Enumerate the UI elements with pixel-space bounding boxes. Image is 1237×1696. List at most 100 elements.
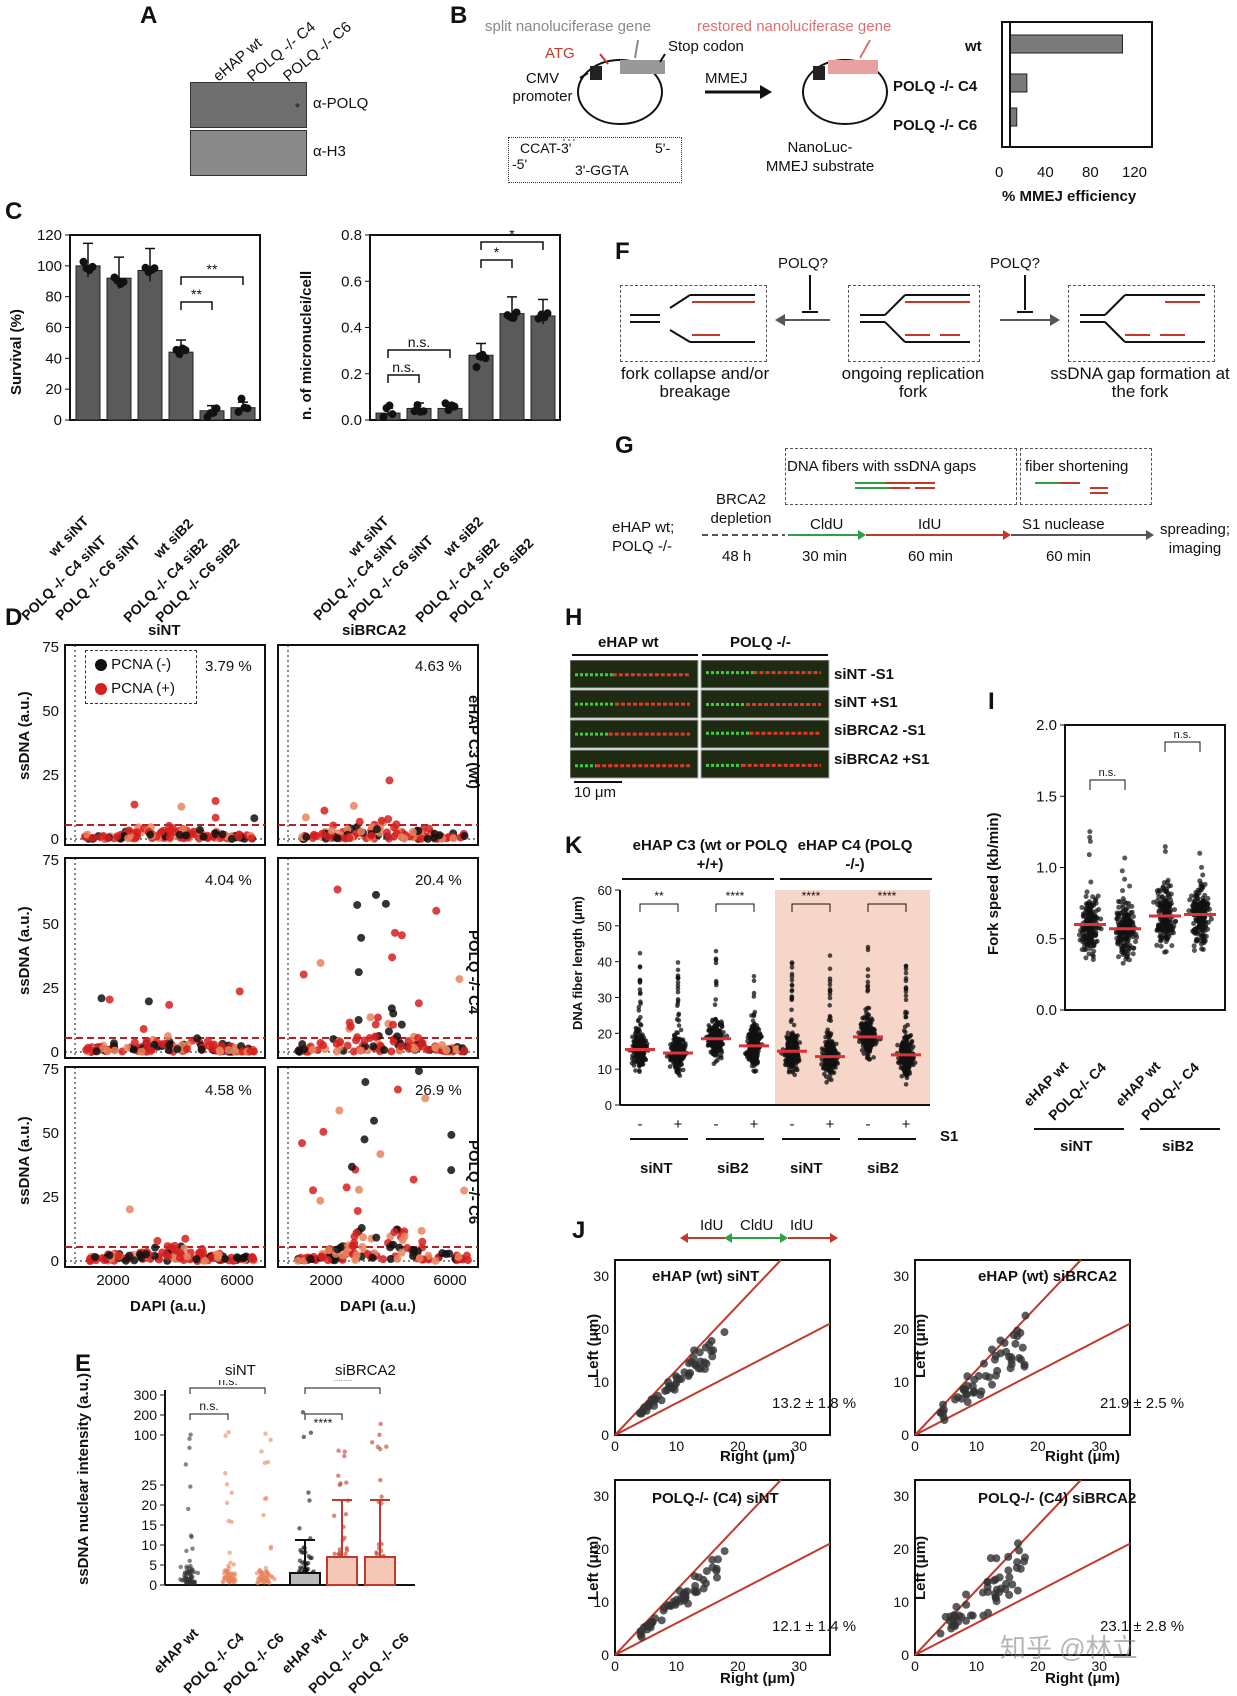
- mmej-bar: [1009, 107, 1018, 127]
- data-point: [1163, 949, 1169, 955]
- scatter-point: [936, 1629, 945, 1638]
- j-xlabel: Right (μm): [720, 1448, 795, 1465]
- data-point: [377, 1446, 383, 1452]
- cmv-promoter-label: CMV promoter: [512, 70, 573, 105]
- data-point: [259, 1576, 264, 1582]
- significance-label: n.s.: [1099, 767, 1117, 779]
- data-point: [187, 1565, 192, 1571]
- scatter-point: [1020, 1557, 1029, 1566]
- scatter-point: [387, 1047, 396, 1056]
- data-point: [1079, 930, 1085, 936]
- data-point: [268, 1544, 274, 1550]
- x-tick-label: 6000: [433, 1272, 466, 1289]
- significance-bracket: [639, 903, 679, 912]
- scatter-point: [311, 831, 320, 840]
- significance-label: n.s.: [199, 1399, 218, 1413]
- scatter-point: [333, 834, 342, 843]
- scatter-point: [421, 1094, 430, 1103]
- data-point: [188, 1533, 194, 1538]
- scatter-point: [164, 1252, 173, 1261]
- scatter-point: [197, 1045, 206, 1054]
- k-group: siB2: [867, 1160, 899, 1177]
- data-point: [637, 979, 643, 984]
- data-point: [751, 990, 757, 996]
- scatter-point: [689, 1353, 698, 1362]
- scatter-point: [950, 1622, 959, 1631]
- data-point: [344, 1548, 350, 1553]
- data-point: [1202, 881, 1208, 887]
- data-point: [711, 1061, 717, 1067]
- j-xlabel: Right (μm): [720, 1670, 795, 1687]
- data-point: [751, 1027, 756, 1032]
- scatter-point: [1004, 1566, 1013, 1575]
- data-point: [1197, 878, 1203, 884]
- data-point: [1129, 909, 1135, 915]
- ratio-line-lower: [614, 1542, 831, 1656]
- x-tick-label: 10: [669, 1438, 685, 1454]
- data-point: [1199, 946, 1205, 952]
- mmej-label: MMEJ: [705, 70, 748, 87]
- significance-bracket: [1089, 779, 1126, 790]
- data-point: [1088, 879, 1094, 885]
- data-point: [865, 947, 871, 953]
- x-tick-label: 30: [1091, 1438, 1107, 1454]
- panel-g-letter: G: [615, 432, 634, 459]
- y-tick-label: 0: [51, 831, 59, 848]
- data-point: [1205, 896, 1211, 902]
- scatter-point: [408, 827, 417, 836]
- data-point: [674, 1042, 680, 1048]
- western-blot-polq: [190, 82, 307, 128]
- data-point: [637, 950, 643, 956]
- scatter-point: [182, 831, 191, 840]
- data-point: [1113, 929, 1119, 935]
- data-point: [1154, 928, 1160, 934]
- k-ylabel: DNA fiber length (μm): [570, 896, 585, 1030]
- y-tick-label: 15: [141, 1517, 157, 1533]
- data-point: [1159, 926, 1165, 932]
- data-point: [751, 978, 757, 984]
- ongoing-fork-box: [848, 285, 980, 362]
- scatter-point: [97, 994, 106, 1003]
- y-tick-label: 1.0: [1036, 860, 1057, 877]
- scatter-point: [103, 1046, 112, 1055]
- data-point: [830, 1041, 835, 1047]
- ssdna-gap-box: [1068, 285, 1215, 362]
- data-point: [119, 277, 128, 286]
- scatter-point: [438, 1041, 447, 1050]
- x-tick-label: 10: [969, 1658, 985, 1674]
- scatter-point: [92, 1047, 101, 1056]
- y-tick-label: 20: [45, 381, 62, 398]
- scatter-point: [397, 1248, 406, 1257]
- scatter-point: [338, 1251, 347, 1260]
- x-tick-label: 20: [730, 1438, 746, 1454]
- data-point: [1116, 904, 1122, 910]
- x-tick-label: 0: [911, 1438, 919, 1454]
- data-point: [667, 1064, 673, 1069]
- data-point: [829, 1051, 834, 1057]
- data-point: [751, 1068, 756, 1074]
- data-point: [150, 264, 159, 273]
- scatter-point: [974, 1372, 983, 1381]
- data-point: [1083, 932, 1089, 938]
- scatter-point: [177, 802, 186, 811]
- scatter-point: [1002, 1347, 1011, 1356]
- scatter-point: [355, 817, 364, 826]
- panel-f-letter: F: [615, 238, 630, 265]
- scatter-point: [192, 1255, 201, 1264]
- scatter-point: [157, 1040, 166, 1049]
- y-tick-label: 100: [134, 1427, 158, 1443]
- data-point: [788, 1019, 794, 1025]
- data-point: [1093, 939, 1099, 945]
- i-group: siB2: [1162, 1138, 1194, 1155]
- scatter-point: [129, 1045, 138, 1054]
- data-point: [259, 1449, 264, 1454]
- data-point: [1083, 955, 1089, 961]
- y-tick-label: 0: [601, 1647, 609, 1663]
- scatter-point: [1000, 1338, 1009, 1347]
- x-tick-label: 20: [730, 1658, 746, 1674]
- j-value: 12.1 ± 1.4 %: [772, 1618, 857, 1635]
- data-point: [902, 1062, 908, 1067]
- scatter-point: [142, 1036, 151, 1045]
- scatter-point: [114, 1252, 123, 1261]
